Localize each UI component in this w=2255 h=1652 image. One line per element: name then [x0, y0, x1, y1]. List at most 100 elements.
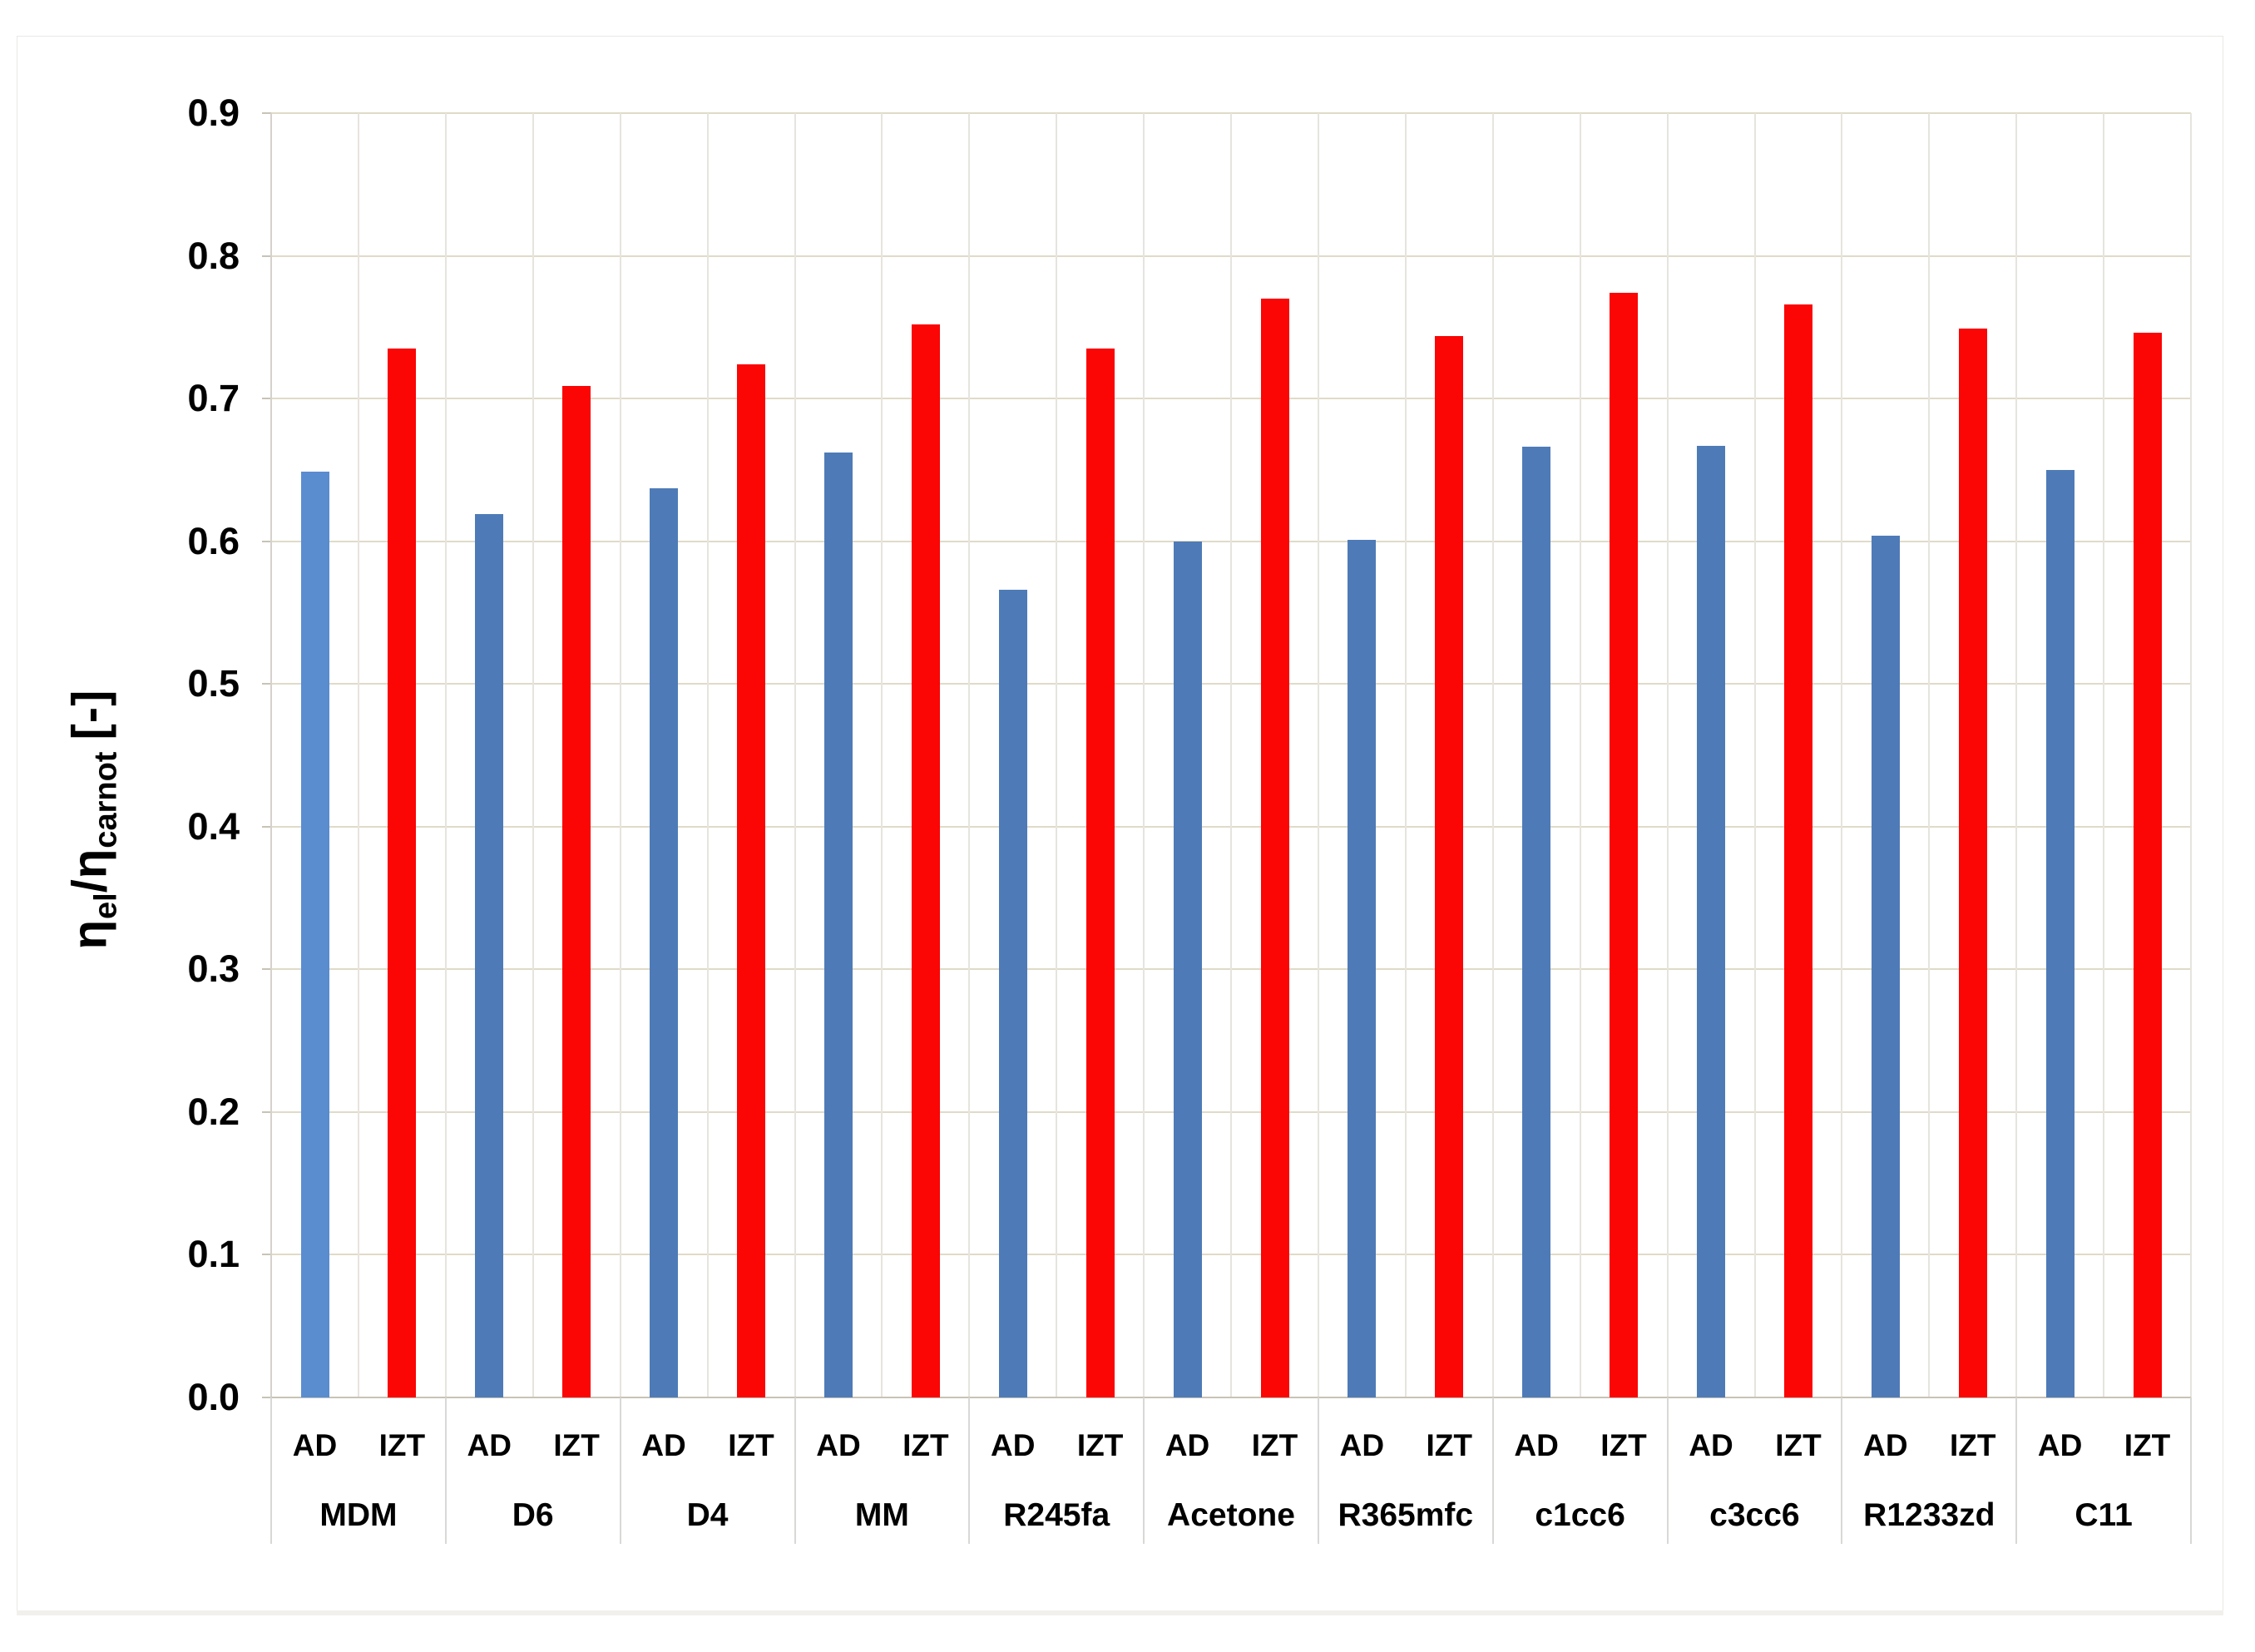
eta-symbol: η — [62, 918, 117, 950]
v-gridline-8 — [968, 113, 971, 1397]
bar-r245fa-ad — [998, 590, 1027, 1397]
chart-bottom-edge — [17, 1610, 2223, 1615]
group-label-c3cc6: c3cc6 — [1709, 1497, 1800, 1533]
y-axis-tick-0.4 — [262, 825, 271, 828]
bar-c3cc6-ad — [1697, 445, 1725, 1397]
v-gridline-22 — [2190, 113, 2192, 1397]
v-gridline-17 — [1753, 113, 1756, 1397]
y-axis-tick-0.7 — [262, 398, 271, 400]
x-label-d6-ad: AD — [467, 1428, 512, 1462]
bar-c3cc6-izt — [1783, 304, 1812, 1397]
y-tick-label-0.9: 0.9 — [187, 92, 240, 134]
y-tick-label-0.7: 0.7 — [187, 377, 240, 420]
y-axis-tick-0.6 — [262, 540, 271, 542]
group-separator-8 — [1666, 1397, 1669, 1544]
group-label-c11: C11 — [2075, 1497, 2133, 1533]
x-axis-line — [271, 1397, 2191, 1398]
x-label-r365mfc-ad: AD — [1339, 1428, 1385, 1462]
v-gridline-5 — [706, 113, 709, 1397]
y-axis-tick-0.9 — [262, 112, 271, 114]
axis-units: [-] — [62, 689, 117, 740]
v-gridline-13 — [1404, 113, 1407, 1397]
group-separator-10 — [2015, 1397, 2018, 1544]
y-tick-label-0.8: 0.8 — [187, 234, 240, 277]
x-label-c11-izt: IZT — [2124, 1428, 2171, 1462]
y-axis-tick-0.0 — [262, 1397, 271, 1398]
y-axis-tick-0.3 — [262, 968, 271, 971]
group-separator-5 — [1143, 1397, 1145, 1544]
x-label-r1233zd-izt: IZT — [1950, 1428, 1996, 1462]
x-label-mm-ad: AD — [816, 1428, 861, 1462]
y-tick-label-0.3: 0.3 — [187, 947, 240, 991]
group-label-d4: D4 — [686, 1497, 729, 1533]
v-gridline-18 — [1841, 113, 1843, 1397]
v-gridline-1 — [357, 113, 359, 1397]
bar-mm-ad — [823, 453, 853, 1397]
slash: / — [62, 878, 117, 893]
y-axis-tick-0.5 — [262, 683, 271, 685]
x-label-acetone-ad: AD — [1165, 1428, 1210, 1462]
x-label-c11-ad: AD — [2037, 1428, 2083, 1462]
group-separator-6 — [1317, 1397, 1319, 1544]
bar-c1cc6-ad — [1522, 447, 1551, 1397]
group-separator-2 — [619, 1397, 621, 1544]
x-label-c1cc6-izt: IZT — [1600, 1428, 1647, 1462]
v-gridline-4 — [619, 113, 621, 1397]
y-axis-title: ηel/ηcarnot[-] — [62, 690, 125, 950]
y-tick-label-0.6: 0.6 — [187, 519, 240, 562]
x-label-acetone-izt: IZT — [1251, 1428, 1298, 1462]
v-gridline-2 — [444, 113, 447, 1397]
eta-symbol: η — [62, 848, 117, 879]
y-tick-label-0.1: 0.1 — [187, 1233, 240, 1276]
group-label-d6: D6 — [512, 1497, 554, 1533]
x-label-r245fa-izt: IZT — [1076, 1428, 1124, 1462]
bar-mm-izt — [911, 324, 940, 1397]
bar-r365mfc-ad — [1348, 540, 1377, 1397]
bar-acetone-ad — [1173, 541, 1202, 1397]
x-label-c3cc6-izt: IZT — [1775, 1428, 1822, 1462]
v-gridline-12 — [1317, 113, 1319, 1397]
y-axis-tick-0.2 — [262, 1110, 271, 1113]
bar-c11-ad — [2045, 469, 2075, 1397]
bar-r1233zd-izt — [1958, 329, 1987, 1397]
group-label-c1cc6: c1cc6 — [1535, 1497, 1625, 1533]
bar-d6-izt — [562, 385, 591, 1397]
x-label-d6-izt: IZT — [553, 1428, 600, 1462]
group-separator-7 — [1491, 1397, 1494, 1544]
v-gridline-14 — [1491, 113, 1494, 1397]
chart-area — [17, 36, 2223, 1615]
v-gridline-16 — [1666, 113, 1669, 1397]
eta-subscript-carnot: carnot — [88, 751, 124, 848]
v-gridline-19 — [1928, 113, 1931, 1397]
y-tick-label-0.4: 0.4 — [187, 804, 240, 848]
x-label-c1cc6-ad: AD — [1514, 1428, 1559, 1462]
group-separator-1 — [444, 1397, 447, 1544]
group-separator-11 — [2190, 1397, 2192, 1544]
x-label-c3cc6-ad: AD — [1689, 1428, 1733, 1462]
y-axis-tick-0.8 — [262, 255, 271, 257]
group-separator-0 — [270, 1397, 272, 1544]
group-label-r1233zd: R1233zd — [1863, 1497, 1995, 1533]
y-axis-tick-0.1 — [262, 1254, 271, 1256]
x-label-r1233zd-ad: AD — [1863, 1428, 1908, 1462]
group-separator-9 — [1841, 1397, 1843, 1544]
y-tick-label-0.0: 0.0 — [187, 1376, 240, 1418]
y-tick-label-0.5: 0.5 — [187, 662, 240, 705]
group-separator-3 — [794, 1397, 796, 1544]
v-gridline-9 — [1056, 113, 1058, 1397]
x-label-r365mfc-izt: IZT — [1426, 1428, 1472, 1462]
v-gridline-3 — [532, 113, 534, 1397]
bar-d6-ad — [475, 514, 504, 1397]
x-label-r245fa-ad: AD — [991, 1428, 1036, 1462]
bar-c11-izt — [2133, 333, 2162, 1397]
y-tick-label-0.2: 0.2 — [187, 1090, 240, 1133]
v-gridline-6 — [794, 113, 796, 1397]
bar-c1cc6-izt — [1610, 293, 1639, 1397]
bar-r1233zd-ad — [1871, 535, 1900, 1397]
v-gridline-15 — [1579, 113, 1581, 1397]
group-label-r365mfc: R365mfc — [1338, 1497, 1474, 1533]
bar-d4-ad — [650, 488, 679, 1397]
bar-d4-izt — [737, 364, 765, 1397]
